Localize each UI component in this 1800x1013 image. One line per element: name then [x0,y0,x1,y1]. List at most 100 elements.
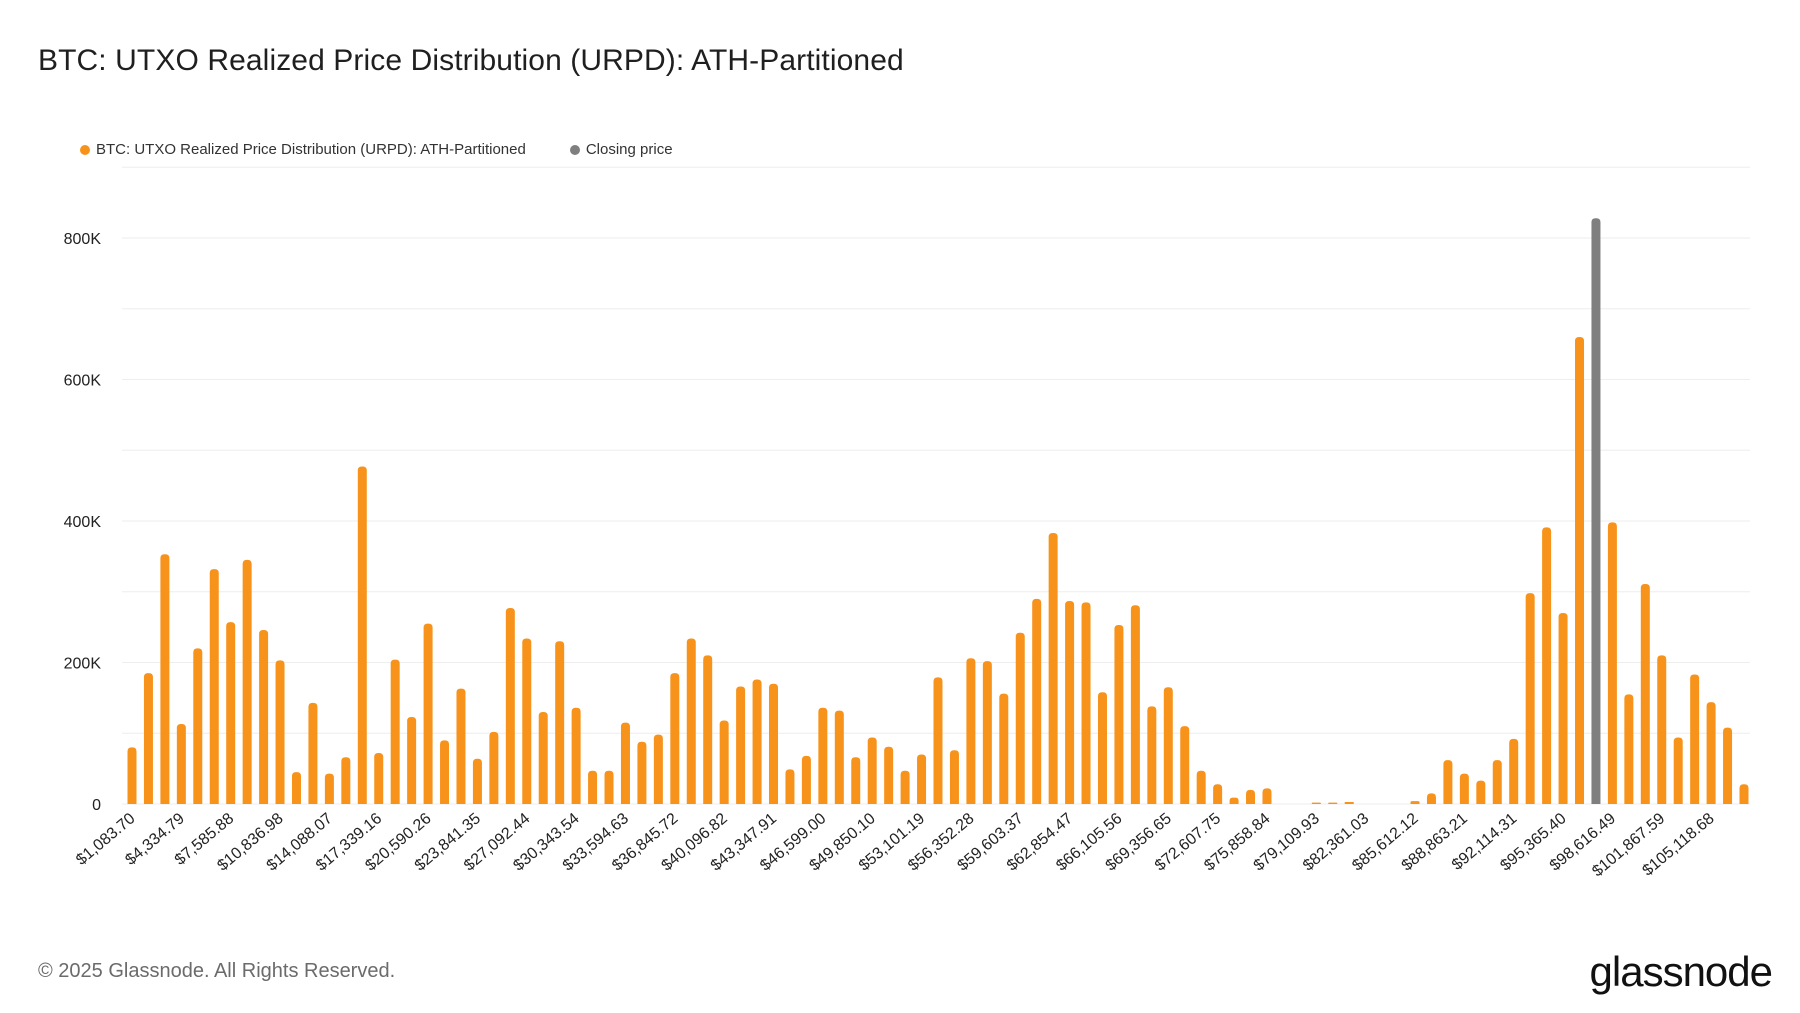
bar [1328,802,1338,804]
bar [1558,612,1568,804]
y-tick-label: 0 [92,797,101,814]
bar [472,758,482,804]
bar [851,757,861,804]
bar [555,641,565,804]
bar [1229,797,1239,804]
bar [209,569,219,804]
bar [801,755,811,804]
bar [818,707,828,804]
bar [769,683,779,804]
bar [1443,760,1453,804]
bar [670,673,680,804]
bar [1723,727,1733,804]
bar [423,623,433,804]
bar [1690,674,1700,804]
bar [259,629,269,804]
bar [1262,788,1272,804]
bar [143,673,153,804]
bar [1032,598,1042,804]
bar [242,559,252,804]
bar [440,740,450,804]
bar [752,679,762,804]
bar [1196,770,1206,804]
bar [291,772,301,804]
chart-title: BTC: UTXO Realized Price Distribution (U… [38,44,904,77]
y-tick-label: 400K [64,514,102,531]
bar [275,660,285,804]
bar [604,770,614,804]
legend-swatch-closing-price [569,144,580,155]
bar [1575,337,1585,804]
bar [1525,593,1535,804]
gridlines [122,166,1750,805]
bar [1081,602,1091,804]
bar [884,746,894,804]
bar [1130,605,1140,804]
bar [1640,583,1650,804]
bar [176,724,186,804]
bars [127,218,1749,804]
bar [966,658,976,804]
legend-item-closing-price[interactable]: Closing price [569,141,673,158]
bar [1097,692,1107,804]
bar [588,770,598,804]
bar [127,747,137,804]
bar [1311,802,1321,804]
bar [1706,702,1716,804]
bar [341,757,351,804]
bar [785,769,795,804]
bar [1410,801,1420,804]
bar [308,702,318,804]
bar [686,638,696,804]
bar [571,707,581,804]
bar [703,655,713,804]
bar [867,737,877,804]
bar [1542,527,1552,804]
legend-item-urpd[interactable]: BTC: UTXO Realized Price Distribution (U… [80,141,526,158]
bar [719,720,729,804]
bar [390,659,400,804]
bar [456,688,466,804]
bar [1459,773,1469,804]
copyright-text: © 2025 Glassnode. All Rights Reserved. [38,960,396,982]
bar [374,753,384,804]
bar [949,750,959,804]
y-tick-label: 600K [64,373,102,390]
bar [538,712,548,804]
bar [1476,780,1486,804]
bar [1624,694,1634,804]
bar [407,716,417,804]
bar [1426,793,1436,804]
bar [1065,600,1075,804]
bar [620,722,630,804]
bar [1492,760,1502,804]
legend-label-closing-price: Closing price [585,141,673,158]
bar [917,754,927,804]
bar [193,648,203,804]
y-tick-label: 800K [64,231,102,248]
legend-swatch-urpd [80,144,90,155]
bar [736,686,746,804]
bar [522,638,532,804]
legend: BTC: UTXO Realized Price Distribution (U… [80,141,673,158]
bar [1344,802,1354,804]
bar [999,693,1009,804]
y-axis: 0 200K 400K 600K 800K [64,231,102,814]
bar [1163,687,1173,804]
bar [834,710,844,804]
bar [1673,737,1683,804]
closing-price-bar [1591,218,1601,804]
bar [1657,655,1667,804]
bar [1213,784,1223,804]
bar [1048,533,1058,804]
bar [637,741,647,804]
bar [1739,784,1749,804]
bar [653,734,663,804]
bar [226,622,236,804]
bar [357,466,367,804]
bar [160,554,170,804]
x-axis: $1,083.70$4,334.79$7,585.88$10,836.98$14… [73,810,1718,880]
y-tick-label: 200K [64,656,102,673]
bar [1114,625,1124,804]
